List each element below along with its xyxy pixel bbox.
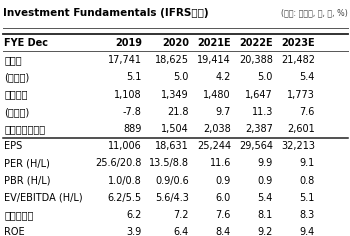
Text: 5.1: 5.1: [126, 72, 142, 82]
Text: 2020: 2020: [162, 38, 189, 48]
Text: 2,601: 2,601: [287, 124, 315, 134]
Text: 지배주주순이익: 지배주주순이익: [4, 124, 46, 134]
Text: FYE Dec: FYE Dec: [4, 38, 48, 48]
Text: 1,480: 1,480: [203, 89, 231, 100]
Text: 0.8: 0.8: [300, 176, 315, 186]
Text: 1.0/0.8: 1.0/0.8: [108, 176, 142, 186]
Text: 6.2/5.5: 6.2/5.5: [108, 193, 142, 203]
Text: 3.9: 3.9: [126, 227, 142, 236]
Text: (증가율): (증가율): [4, 72, 29, 82]
Text: EV/EBITDA (H/L): EV/EBITDA (H/L): [4, 193, 83, 203]
Text: 영업이익: 영업이익: [4, 89, 28, 100]
Text: 21.8: 21.8: [168, 107, 189, 117]
Text: 6.4: 6.4: [174, 227, 189, 236]
Text: 0.9/0.6: 0.9/0.6: [155, 176, 189, 186]
Text: 9.2: 9.2: [258, 227, 273, 236]
Text: 8.1: 8.1: [258, 210, 273, 220]
Text: 9.1: 9.1: [300, 158, 315, 169]
Text: 2019: 2019: [115, 38, 142, 48]
Text: 9.4: 9.4: [300, 227, 315, 236]
Text: (단위: 십억원, 원, 배, %): (단위: 십억원, 원, 배, %): [281, 8, 348, 17]
Text: -7.8: -7.8: [123, 107, 142, 117]
Text: 4.2: 4.2: [216, 72, 231, 82]
Text: 7.2: 7.2: [174, 210, 189, 220]
Text: 25.6/20.8: 25.6/20.8: [95, 158, 142, 169]
Text: 0.9: 0.9: [216, 176, 231, 186]
Text: 0.9: 0.9: [258, 176, 273, 186]
Text: 889: 889: [123, 124, 142, 134]
Text: 1,504: 1,504: [161, 124, 189, 134]
Text: 9.7: 9.7: [216, 107, 231, 117]
Text: EPS: EPS: [4, 141, 22, 151]
Text: ROE: ROE: [4, 227, 25, 236]
Text: 11,006: 11,006: [108, 141, 142, 151]
Text: 2021E: 2021E: [197, 38, 231, 48]
Text: 8.3: 8.3: [300, 210, 315, 220]
Text: 영업이익률: 영업이익률: [4, 210, 34, 220]
Text: 21,482: 21,482: [281, 55, 315, 65]
Text: 매출액: 매출액: [4, 55, 22, 65]
Text: 2,038: 2,038: [203, 124, 231, 134]
Text: 1,108: 1,108: [114, 89, 142, 100]
Text: 11.3: 11.3: [252, 107, 273, 117]
Text: 9.9: 9.9: [258, 158, 273, 169]
Text: 2,387: 2,387: [245, 124, 273, 134]
Text: 5.1: 5.1: [300, 193, 315, 203]
Text: 18,631: 18,631: [155, 141, 189, 151]
Text: 5.0: 5.0: [174, 72, 189, 82]
Text: 18,625: 18,625: [155, 55, 189, 65]
Text: 11.6: 11.6: [210, 158, 231, 169]
Text: 19,414: 19,414: [197, 55, 231, 65]
Text: Investment Fundamentals (IFRS연결): Investment Fundamentals (IFRS연결): [3, 8, 209, 18]
Text: (증가율): (증가율): [4, 107, 29, 117]
Text: PBR (H/L): PBR (H/L): [4, 176, 51, 186]
Text: 6.2: 6.2: [126, 210, 142, 220]
Text: 20,388: 20,388: [239, 55, 273, 65]
Text: 2023E: 2023E: [281, 38, 315, 48]
Text: 25,244: 25,244: [197, 141, 231, 151]
Text: 2022E: 2022E: [239, 38, 273, 48]
Text: 8.4: 8.4: [216, 227, 231, 236]
Text: 5.0: 5.0: [258, 72, 273, 82]
Text: 7.6: 7.6: [300, 107, 315, 117]
Text: 13.5/8.8: 13.5/8.8: [149, 158, 189, 169]
Text: 5.4: 5.4: [300, 72, 315, 82]
Text: 5.6/4.3: 5.6/4.3: [155, 193, 189, 203]
Text: 5.4: 5.4: [258, 193, 273, 203]
Text: PER (H/L): PER (H/L): [4, 158, 50, 169]
Text: 17,741: 17,741: [108, 55, 142, 65]
Text: 1,349: 1,349: [161, 89, 189, 100]
Text: 6.0: 6.0: [216, 193, 231, 203]
Text: 32,213: 32,213: [281, 141, 315, 151]
Text: 29,564: 29,564: [239, 141, 273, 151]
Text: 7.6: 7.6: [216, 210, 231, 220]
Text: 1,647: 1,647: [245, 89, 273, 100]
Text: 1,773: 1,773: [287, 89, 315, 100]
